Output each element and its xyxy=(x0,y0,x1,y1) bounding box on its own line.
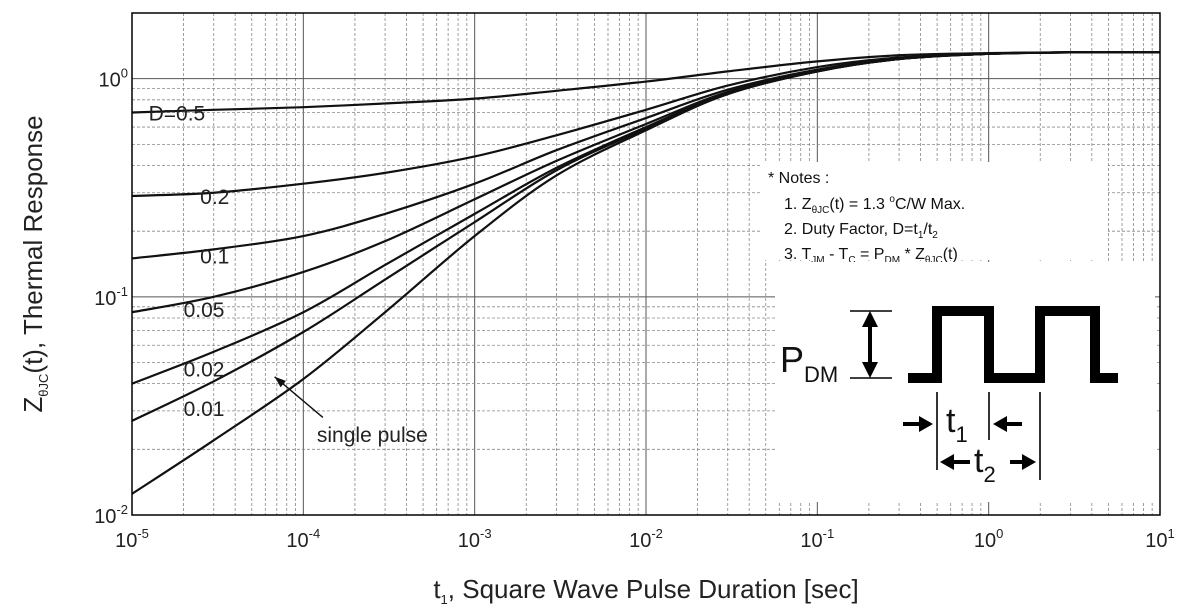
notes-box: * Notes : 1. ZθJC(t) = 1.3 oC/W Max. 2. Du… xyxy=(762,162,1108,266)
curve-label-0-01: 0.01 xyxy=(184,398,225,421)
x-tick-label: 101 xyxy=(1145,526,1174,552)
t1-label: t1 xyxy=(946,402,968,447)
curve-label-single-pulse: single pulse xyxy=(317,424,428,447)
curve-label-0-1: 0.1 xyxy=(200,245,229,268)
y-tick-label: 10-2 xyxy=(94,502,128,528)
t2-arrow-right-head xyxy=(1022,454,1036,470)
note-line-3: 3. TJM - TC = PDM * ZθJC(t) xyxy=(784,246,958,266)
t2-label: t2 xyxy=(974,442,996,487)
curve-labels: D=0.5 0.2 0.1 0.05 0.02 0.01 single pulse xyxy=(149,102,428,447)
axis-titles: t1, Square Wave Pulse Duration [sec] ZθJC… xyxy=(18,115,859,607)
curve-label-0-2: 0.2 xyxy=(200,186,229,209)
x-tick-label: 10-4 xyxy=(286,526,320,552)
curve-label-d-0-5: D=0.5 xyxy=(149,102,206,125)
notes-background xyxy=(762,162,1108,260)
curve-label-0-05: 0.05 xyxy=(184,299,225,322)
notes-title: * Notes : xyxy=(768,170,829,187)
x-axis-title: t1, Square Wave Pulse Duration [sec] xyxy=(433,574,858,607)
p-dm-arrow-up xyxy=(862,311,878,327)
x-tick-label: 100 xyxy=(974,526,1003,552)
pulse-train xyxy=(908,306,1118,383)
t1-arrow-left-head xyxy=(919,416,933,432)
x-tick-label: 10-2 xyxy=(629,526,663,552)
note-line-1: 1. ZθJC(t) = 1.3 oC/W Max. xyxy=(784,194,965,216)
p-dm-arrow-down xyxy=(862,362,878,378)
curve-single-pulse xyxy=(131,51,1161,495)
tick-labels: 10-5 10-4 10-3 10-2 10-1 100 101 10-2 10-1 100 xyxy=(94,66,1175,552)
note-line-2: 2. Duty Factor, D=t1/t2 xyxy=(784,221,938,241)
p-dm-label: PDM xyxy=(780,339,838,387)
t2-arrow-left-head xyxy=(940,454,954,470)
t1-arrow-right-head xyxy=(993,416,1007,432)
y-axis-title: ZθJC(t), Thermal Response xyxy=(18,115,51,412)
x-tick-label: 10-3 xyxy=(458,526,492,552)
single-pulse-arrowhead xyxy=(274,376,286,388)
x-tick-label: 10-5 xyxy=(115,526,149,552)
y-tick-label: 100 xyxy=(99,66,128,92)
y-tick-label: 10-1 xyxy=(94,284,128,310)
plot-frame xyxy=(131,12,1161,516)
x-tick-label: 10-1 xyxy=(800,526,834,552)
curves xyxy=(131,51,1161,495)
curve-label-0-02: 0.02 xyxy=(184,358,225,381)
